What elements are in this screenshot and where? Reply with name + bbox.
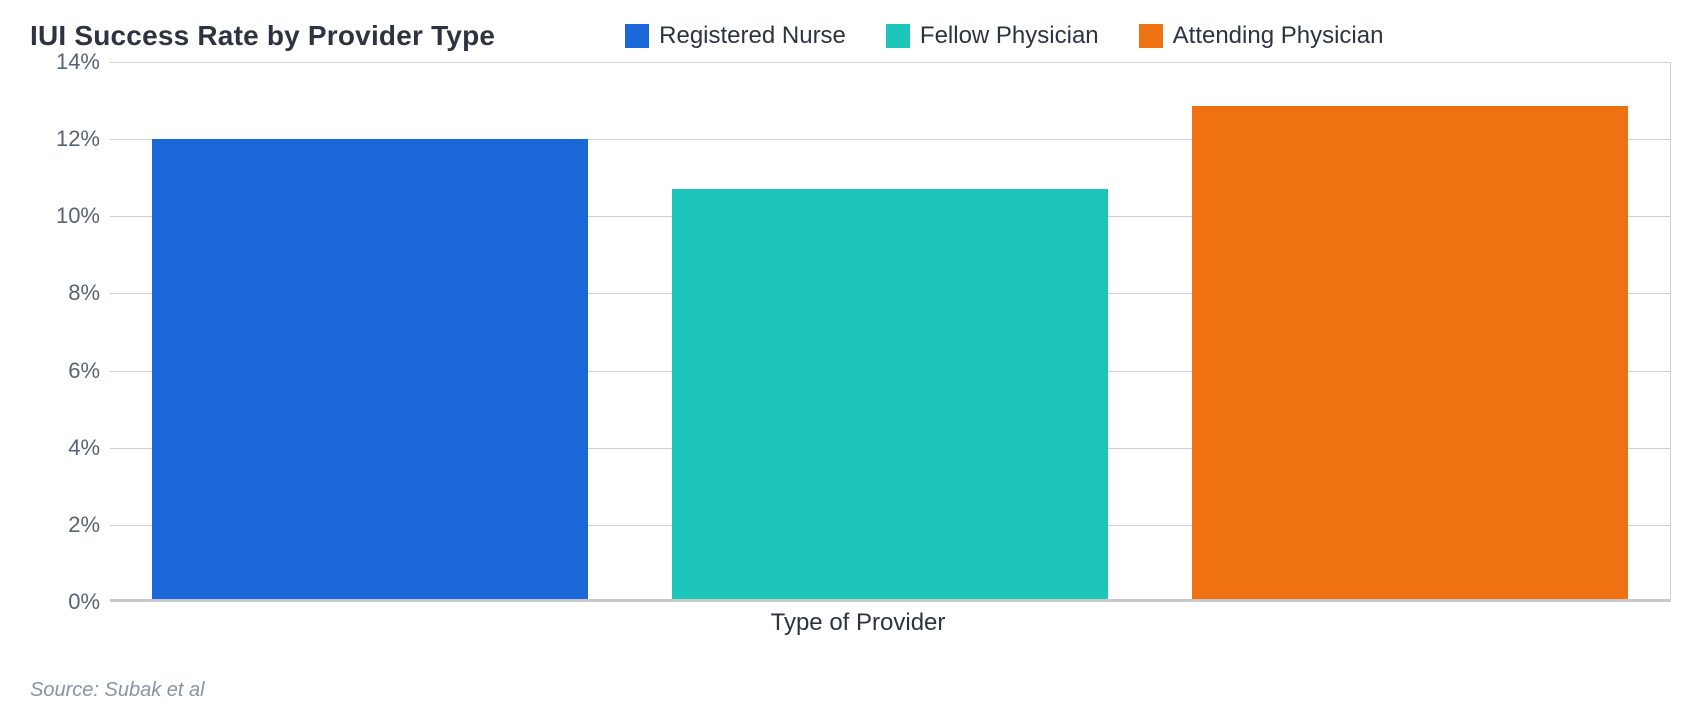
source-citation: Source: Subak et al: [30, 679, 205, 702]
legend-item: Attending Physician: [1139, 22, 1384, 50]
y-tick-label: 2%: [40, 512, 100, 538]
x-axis-line: [110, 599, 1670, 602]
legend-swatch: [886, 24, 910, 48]
chart-area: 14% 12% 10% 8% 6% 4% 2% 0% Type of Provi…: [40, 62, 1676, 632]
bar-slot: [1150, 62, 1670, 602]
y-tick-label: 6%: [40, 358, 100, 384]
bar-slot: [110, 62, 630, 602]
y-tick-label: 10%: [40, 203, 100, 229]
bar-attending-physician: [1192, 106, 1629, 602]
legend-swatch: [1139, 24, 1163, 48]
y-tick-label: 8%: [40, 280, 100, 306]
y-tick-label: 4%: [40, 435, 100, 461]
y-tick-label: 12%: [40, 126, 100, 152]
bars-container: [110, 62, 1670, 602]
bar-registered-nurse: [152, 139, 589, 602]
y-tick-label: 14%: [40, 49, 100, 75]
legend-label: Registered Nurse: [659, 22, 846, 50]
legend-label: Attending Physician: [1173, 22, 1384, 50]
chart-title: IUI Success Rate by Provider Type: [30, 20, 495, 52]
plot-area: [110, 62, 1671, 602]
x-axis-label: Type of Provider: [771, 609, 946, 637]
legend-item: Fellow Physician: [886, 22, 1099, 50]
bar-slot: [630, 62, 1150, 602]
legend-item: Registered Nurse: [625, 22, 846, 50]
chart-legend: Registered Nurse Fellow Physician Attend…: [625, 22, 1383, 50]
legend-swatch: [625, 24, 649, 48]
chart-header: IUI Success Rate by Provider Type Regist…: [30, 20, 1676, 52]
legend-label: Fellow Physician: [920, 22, 1099, 50]
y-tick-label: 0%: [40, 589, 100, 615]
bar-fellow-physician: [672, 189, 1109, 602]
